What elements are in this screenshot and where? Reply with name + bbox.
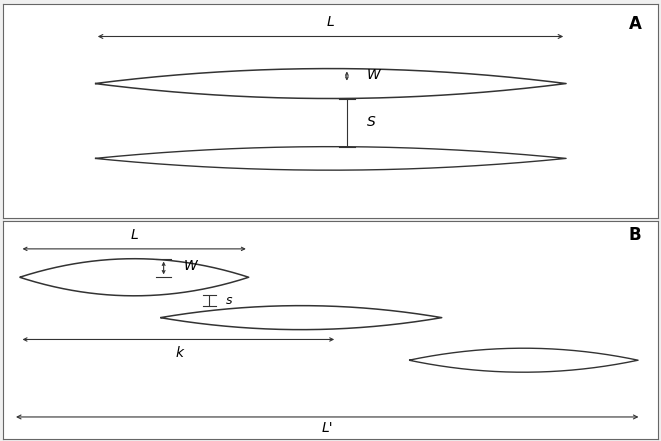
Text: L: L xyxy=(327,15,334,29)
Text: L: L xyxy=(130,228,138,242)
Text: S: S xyxy=(366,115,375,129)
Text: B: B xyxy=(629,226,641,244)
Text: W: W xyxy=(183,259,197,273)
Text: s: s xyxy=(226,294,232,306)
Text: W: W xyxy=(366,68,380,82)
Text: A: A xyxy=(629,15,641,33)
Text: k: k xyxy=(176,346,184,359)
Text: L': L' xyxy=(321,421,333,435)
